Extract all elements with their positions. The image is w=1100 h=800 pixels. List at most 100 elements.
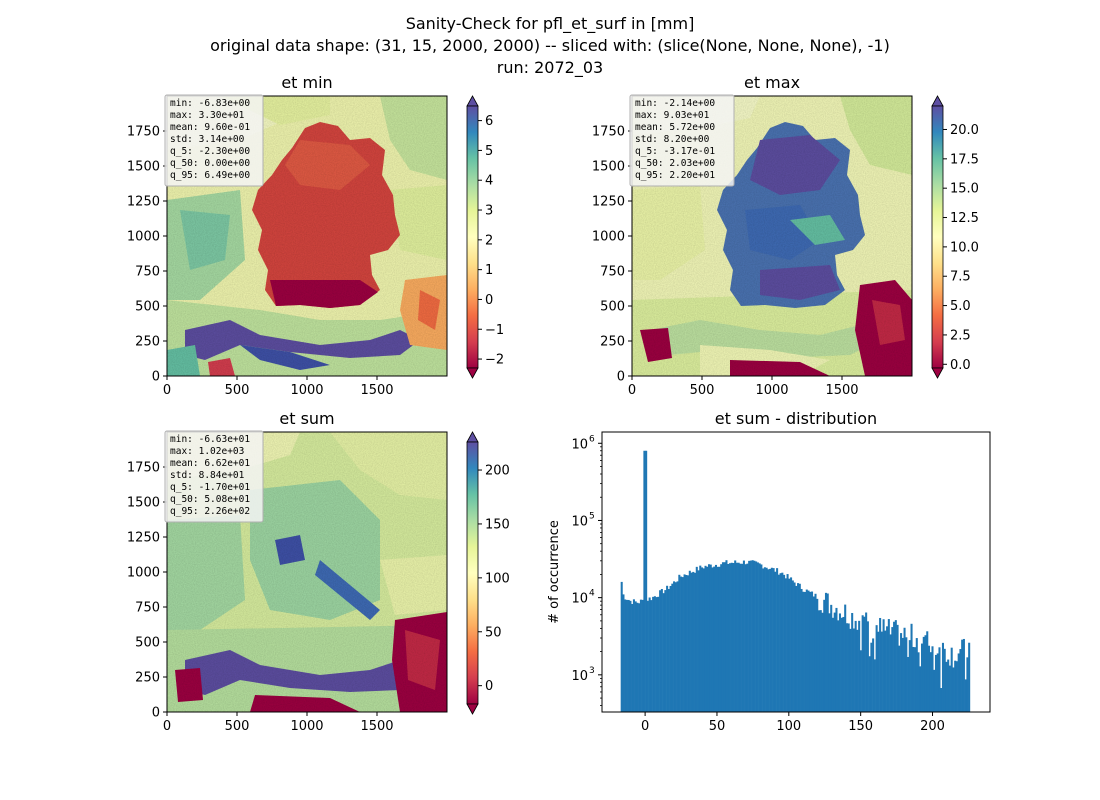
stat-mean: mean: 5.72e+00 bbox=[635, 122, 715, 133]
histogram-bar bbox=[662, 593, 665, 712]
histogram-bar bbox=[625, 599, 628, 712]
histogram-bar bbox=[943, 648, 946, 712]
histogram-bar bbox=[833, 612, 836, 712]
histogram-bar bbox=[646, 600, 649, 712]
colorbar-tick-label: 0 bbox=[485, 679, 493, 694]
histogram-bar bbox=[769, 568, 772, 712]
colorbar-tick-label: 12.5 bbox=[950, 211, 979, 226]
stat-q50: q_50: 2.03e+00 bbox=[635, 158, 715, 169]
x-tick-label: 150 bbox=[848, 719, 873, 734]
histogram-bar bbox=[805, 589, 808, 712]
histogram-bar bbox=[900, 633, 903, 712]
colorbar-extend-max bbox=[931, 95, 944, 107]
histogram-bar bbox=[837, 620, 840, 712]
histogram-bar bbox=[912, 646, 915, 712]
y-tick-label: 0 bbox=[152, 370, 160, 385]
histogram-bar bbox=[959, 649, 962, 712]
histogram-bar bbox=[856, 629, 859, 712]
y-tick-label: 500 bbox=[135, 300, 160, 315]
panel-title: et max bbox=[744, 73, 800, 92]
histogram-bar bbox=[742, 560, 745, 712]
histogram-bar bbox=[622, 594, 625, 712]
y-tick-label: 750 bbox=[135, 601, 160, 616]
colorbar-extend-max bbox=[466, 431, 479, 443]
stat-q95: q_95: 2.26e+02 bbox=[170, 506, 250, 517]
histogram-bar bbox=[755, 561, 758, 712]
colorbar-tick-label: 10.0 bbox=[950, 240, 979, 255]
y-tick-label: 1500 bbox=[127, 160, 160, 175]
stat-min: min: -6.63e+01 bbox=[170, 434, 250, 445]
histogram-bar bbox=[844, 604, 847, 712]
histogram-bar bbox=[791, 580, 794, 712]
histogram-bar bbox=[751, 560, 754, 712]
histogram-bar bbox=[781, 572, 784, 712]
histogram-bar bbox=[845, 623, 848, 712]
colorbar-tick-label: 100 bbox=[485, 571, 510, 586]
x-tick-label: 500 bbox=[225, 719, 250, 734]
histogram-panel: et sum - distribution 0 50 100 150 200 10 310… bbox=[547, 409, 991, 734]
histogram-bar bbox=[814, 593, 817, 712]
colorbar-tick-label: 5 bbox=[485, 144, 493, 159]
x-tick-label: 0 bbox=[641, 719, 649, 734]
histogram-bar bbox=[701, 567, 704, 712]
histogram-bar bbox=[790, 577, 793, 712]
y-tick-label: 750 bbox=[600, 265, 625, 280]
histogram-bar bbox=[919, 666, 922, 712]
histogram-bar bbox=[788, 578, 791, 712]
histogram-bar bbox=[749, 560, 752, 712]
histogram-bar bbox=[875, 625, 878, 712]
histogram-bar bbox=[737, 562, 740, 712]
histogram-bar bbox=[800, 588, 803, 712]
histogram-bar bbox=[685, 575, 688, 712]
stat-q50: q_50: 0.00e+00 bbox=[170, 158, 250, 169]
colorbar-tick-label: 20.0 bbox=[950, 123, 979, 138]
histogram-bar bbox=[732, 563, 735, 712]
histogram-bar bbox=[819, 610, 822, 712]
histogram-bar bbox=[716, 566, 719, 712]
histogram-bar bbox=[676, 581, 679, 712]
x-axis: 0 500 1000 1500 bbox=[163, 712, 394, 734]
y-tick-label: 250 bbox=[600, 335, 625, 350]
histogram-bars bbox=[620, 450, 971, 712]
stat-q5: q_5: -3.17e-01 bbox=[635, 146, 715, 157]
stat-min: min: -2.14e+00 bbox=[635, 98, 715, 109]
histogram-bar bbox=[964, 679, 967, 712]
x-tick-label: 0 bbox=[163, 383, 171, 398]
histogram-bar bbox=[779, 573, 782, 712]
histogram-bar bbox=[760, 564, 763, 712]
panel-et-max: et max 0 500 100 bbox=[592, 73, 979, 398]
y-tick-label: 1750 bbox=[127, 461, 160, 476]
histogram-bar bbox=[707, 564, 711, 712]
stat-std: std: 8.20e+00 bbox=[635, 134, 710, 145]
histogram-bar bbox=[770, 567, 773, 712]
histogram-bar bbox=[634, 601, 637, 712]
x-tick-label: 50 bbox=[709, 719, 726, 734]
histogram-bar bbox=[802, 591, 805, 712]
histogram-bar bbox=[688, 570, 691, 712]
histogram-bar bbox=[898, 645, 901, 712]
histogram-bar bbox=[690, 572, 693, 712]
x-tick-label: 500 bbox=[690, 383, 715, 398]
x-tick-label: 200 bbox=[920, 719, 945, 734]
histogram-bar bbox=[872, 638, 875, 712]
histogram-bar bbox=[894, 620, 897, 712]
histogram-bar bbox=[842, 616, 845, 712]
y-tick-label: 1750 bbox=[127, 125, 160, 140]
histogram-bar bbox=[728, 563, 731, 712]
colorbar-tick-label: 200 bbox=[485, 464, 510, 479]
histogram-bar bbox=[866, 621, 869, 712]
histogram-bar bbox=[945, 661, 948, 712]
histogram-bar bbox=[765, 567, 768, 712]
histogram-bar bbox=[694, 572, 697, 712]
histogram-bar bbox=[933, 669, 936, 712]
histogram-bar bbox=[915, 638, 918, 712]
histogram-bar bbox=[865, 612, 868, 712]
colorbar-tick-label: 50 bbox=[485, 625, 502, 640]
x-axis: 0 500 1000 1500 bbox=[163, 376, 394, 398]
histogram-bar bbox=[908, 640, 911, 712]
histogram-bar bbox=[966, 657, 969, 712]
histogram-bar bbox=[879, 617, 882, 712]
histogram-bar bbox=[641, 599, 644, 712]
histogram-bar bbox=[896, 624, 899, 712]
histogram-bar bbox=[645, 450, 648, 712]
